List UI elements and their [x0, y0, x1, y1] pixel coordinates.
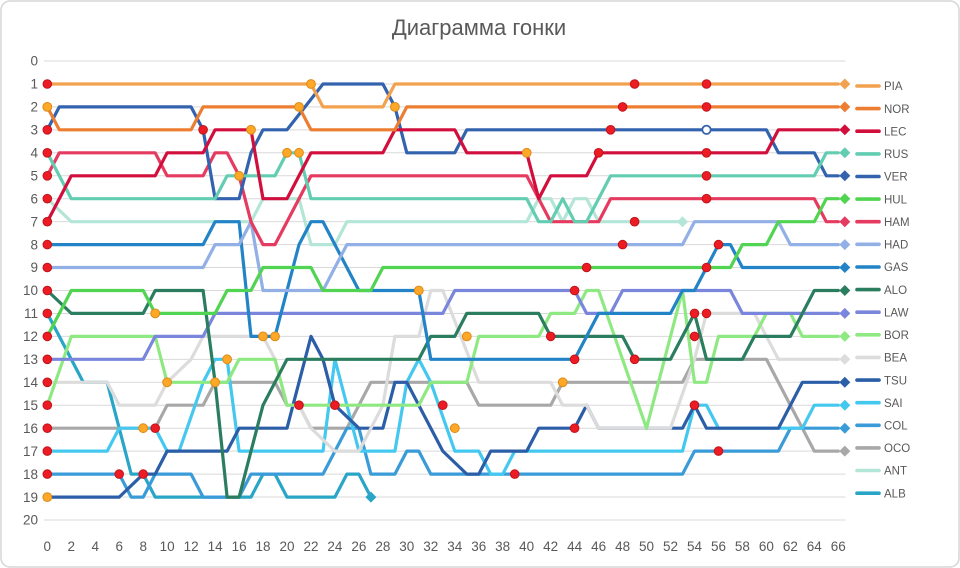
svg-text:RUS: RUS	[884, 149, 909, 161]
svg-text:LAW: LAW	[884, 307, 909, 319]
svg-text:9: 9	[30, 260, 38, 275]
svg-text:LEC: LEC	[884, 126, 906, 138]
svg-text:19: 19	[23, 490, 38, 505]
svg-text:34: 34	[447, 539, 463, 554]
svg-text:26: 26	[351, 539, 366, 554]
svg-text:24: 24	[327, 539, 343, 554]
svg-text:54: 54	[687, 539, 703, 554]
svg-text:46: 46	[591, 539, 606, 554]
svg-text:12: 12	[23, 329, 38, 344]
svg-text:20: 20	[279, 539, 294, 554]
svg-text:58: 58	[735, 539, 750, 554]
svg-text:4: 4	[30, 146, 38, 161]
svg-text:11: 11	[24, 306, 38, 321]
svg-text:2: 2	[30, 100, 38, 115]
svg-text:5: 5	[30, 168, 38, 183]
svg-text:16: 16	[23, 421, 38, 436]
svg-text:ALB: ALB	[884, 488, 906, 500]
svg-text:50: 50	[639, 539, 654, 554]
svg-text:HAD: HAD	[884, 240, 908, 252]
svg-text:OCO: OCO	[884, 443, 910, 455]
svg-text:HUL: HUL	[884, 194, 908, 206]
svg-text:40: 40	[519, 539, 534, 554]
svg-text:VER: VER	[884, 172, 908, 184]
svg-text:SAI: SAI	[884, 398, 903, 410]
svg-text:13: 13	[23, 352, 38, 367]
svg-text:36: 36	[471, 539, 486, 554]
svg-text:56: 56	[711, 539, 726, 554]
svg-text:22: 22	[303, 539, 318, 554]
svg-text:18: 18	[23, 467, 38, 482]
svg-text:7: 7	[30, 214, 38, 229]
svg-text:Диаграмма гонки: Диаграмма гонки	[392, 15, 566, 40]
svg-text:3: 3	[30, 123, 38, 138]
svg-text:15: 15	[23, 398, 38, 413]
svg-text:GAS: GAS	[884, 262, 909, 274]
svg-text:66: 66	[831, 539, 846, 554]
svg-text:20: 20	[23, 513, 38, 528]
svg-text:PIA: PIA	[884, 81, 903, 93]
svg-text:0: 0	[44, 539, 52, 554]
svg-text:10: 10	[23, 283, 38, 298]
svg-text:COL: COL	[884, 421, 908, 433]
svg-text:42: 42	[543, 539, 558, 554]
svg-text:BEA: BEA	[884, 353, 907, 365]
svg-text:6: 6	[115, 539, 123, 554]
svg-text:14: 14	[208, 539, 224, 554]
svg-text:60: 60	[759, 539, 774, 554]
svg-text:12: 12	[184, 539, 199, 554]
svg-text:4: 4	[91, 539, 99, 554]
svg-text:6: 6	[30, 191, 38, 206]
svg-text:64: 64	[807, 539, 823, 554]
svg-text:30: 30	[399, 539, 414, 554]
svg-text:8: 8	[139, 539, 147, 554]
svg-text:ANT: ANT	[884, 466, 907, 478]
svg-text:HAM: HAM	[884, 217, 910, 229]
svg-text:38: 38	[495, 539, 510, 554]
svg-text:10: 10	[160, 539, 175, 554]
svg-text:NOR: NOR	[884, 104, 910, 116]
svg-text:17: 17	[23, 444, 38, 459]
svg-text:1: 1	[30, 77, 38, 92]
svg-text:0: 0	[30, 54, 38, 69]
svg-text:44: 44	[567, 539, 583, 554]
svg-text:28: 28	[375, 539, 390, 554]
svg-text:52: 52	[663, 539, 678, 554]
svg-text:TSU: TSU	[884, 375, 907, 387]
svg-text:16: 16	[232, 539, 247, 554]
svg-text:32: 32	[423, 539, 438, 554]
svg-text:14: 14	[23, 375, 39, 390]
svg-text:BOR: BOR	[884, 330, 909, 342]
svg-text:48: 48	[615, 539, 630, 554]
svg-text:ALO: ALO	[884, 285, 907, 297]
svg-text:8: 8	[30, 237, 38, 252]
svg-text:62: 62	[783, 539, 798, 554]
svg-text:2: 2	[68, 539, 76, 554]
svg-text:18: 18	[255, 539, 270, 554]
